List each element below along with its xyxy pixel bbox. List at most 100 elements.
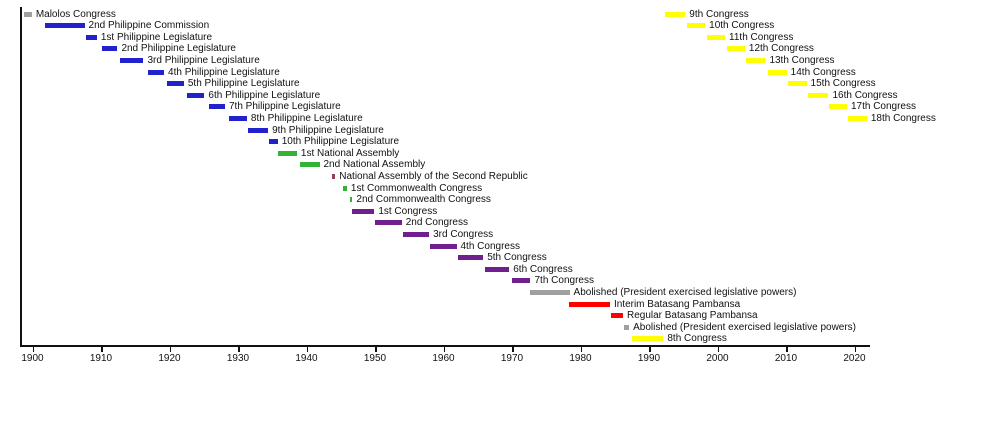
y-axis-line bbox=[20, 7, 22, 346]
timeline-bar-label: 10th Philippine Legislature bbox=[281, 136, 400, 148]
x-axis-tick bbox=[649, 347, 651, 352]
timeline-bar-label: 17th Congress bbox=[850, 101, 916, 113]
x-axis-tick bbox=[854, 347, 856, 352]
x-axis-tick bbox=[32, 347, 34, 352]
timeline-bar bbox=[331, 173, 336, 179]
timeline-bar bbox=[706, 34, 726, 40]
x-axis-tick bbox=[238, 347, 240, 352]
x-axis-line bbox=[20, 345, 870, 347]
timeline-bar-label: 1st National Assembly bbox=[300, 147, 400, 159]
timeline-bar bbox=[85, 34, 97, 40]
x-axis-tick bbox=[169, 347, 171, 352]
timeline-bar-label: 3rd Philippine Legislature bbox=[147, 54, 260, 66]
timeline-bar-label: 16th Congress bbox=[832, 89, 898, 101]
timeline-bar-label: 4th Philippine Legislature bbox=[168, 66, 280, 78]
x-axis-tick-label: 1990 bbox=[637, 353, 661, 364]
timeline-bar bbox=[623, 324, 630, 330]
timeline-bar-label: 1st Congress bbox=[378, 205, 438, 217]
timeline-bar-label: 2nd Congress bbox=[405, 217, 468, 229]
timeline-bar-label: 13th Congress bbox=[769, 54, 835, 66]
x-axis-tick-label: 1910 bbox=[89, 353, 113, 364]
timeline-bar bbox=[208, 104, 225, 110]
timeline-bar bbox=[248, 127, 269, 133]
x-axis-tick-label: 2020 bbox=[843, 353, 866, 364]
timeline-bar bbox=[351, 208, 375, 214]
x-axis-tick-label: 2000 bbox=[706, 353, 729, 364]
timeline-bar bbox=[746, 57, 766, 63]
timeline-bar-label: 2nd Philippine Legislature bbox=[121, 43, 236, 55]
timeline-bar-label: Malolos Congress bbox=[35, 8, 116, 20]
timeline-bar bbox=[611, 313, 623, 319]
x-axis-tick-label: 1930 bbox=[226, 353, 250, 364]
timeline-bar-label: 2nd Commonwealth Congress bbox=[356, 194, 491, 206]
timeline-bar bbox=[829, 104, 847, 110]
x-axis-tick-label: 1940 bbox=[295, 353, 318, 364]
x-axis-tick bbox=[786, 347, 788, 352]
timeline-bar-label: 6th Congress bbox=[513, 263, 573, 275]
x-axis-tick bbox=[512, 347, 514, 352]
timeline-bar-label: 2nd National Assembly bbox=[323, 159, 426, 171]
timeline-bar bbox=[229, 115, 247, 121]
timeline-bar bbox=[350, 197, 353, 203]
timeline-bar bbox=[631, 336, 664, 342]
x-axis-tick-label: 1920 bbox=[158, 353, 181, 364]
timeline-bar-label: 9th Philippine Legislature bbox=[272, 124, 384, 136]
timeline-bar bbox=[848, 115, 867, 121]
timeline-bar-label: 9th Congress bbox=[689, 8, 749, 20]
timeline-bar bbox=[568, 301, 610, 307]
timeline-bar-label: 5th Congress bbox=[487, 252, 547, 264]
timeline-bar bbox=[686, 23, 706, 29]
x-axis-tick-label: 1960 bbox=[432, 353, 455, 364]
x-axis-tick bbox=[101, 347, 103, 352]
x-axis-tick-label: 1980 bbox=[569, 353, 592, 364]
timeline-bar-label: 1st Philippine Legislature bbox=[100, 31, 213, 43]
timeline-bar bbox=[768, 69, 787, 75]
timeline-bar-label: 8th Congress bbox=[667, 333, 727, 345]
timeline-bar bbox=[147, 69, 165, 75]
timeline-bar-label: 12th Congress bbox=[748, 43, 814, 55]
timeline-bar bbox=[530, 289, 570, 295]
x-axis-tick bbox=[375, 347, 377, 352]
timeline-bar bbox=[23, 11, 32, 17]
timeline-bar bbox=[457, 255, 484, 261]
timeline-bar-label: 15th Congress bbox=[810, 78, 876, 90]
timeline-bar-label: 7th Philippine Legislature bbox=[228, 101, 341, 113]
timeline-bar-label: Regular Batasang Pambansa bbox=[626, 310, 758, 322]
timeline-bar bbox=[430, 243, 457, 249]
timeline-bar-label: 2nd Philippine Commission bbox=[88, 20, 210, 32]
timeline-bar-label: 1st Commonwealth Congress bbox=[350, 182, 483, 194]
timeline-bar bbox=[512, 278, 531, 284]
timeline-bar-label: 6th Philippine Legislature bbox=[208, 89, 321, 101]
timeline-bar bbox=[342, 185, 347, 191]
timeline-bar bbox=[44, 23, 85, 29]
x-axis-tick-label: 1900 bbox=[21, 353, 44, 364]
timeline-bar bbox=[485, 266, 510, 272]
timeline-bar bbox=[807, 92, 829, 98]
timeline-bar bbox=[300, 162, 320, 168]
timeline-bar-label: Abolished (President exercised legislati… bbox=[633, 321, 857, 333]
timeline-bar-label: 10th Congress bbox=[709, 20, 775, 32]
timeline-bar-label: 7th Congress bbox=[534, 275, 594, 287]
timeline-bar-label: 3rd Congress bbox=[433, 228, 494, 240]
timeline-bar-label: 11th Congress bbox=[729, 31, 794, 43]
x-axis-tick bbox=[717, 347, 719, 352]
timeline-bar bbox=[665, 11, 686, 17]
timeline-bar-label: 8th Philippine Legislature bbox=[250, 112, 363, 124]
timeline-bar bbox=[120, 57, 144, 63]
timeline-bar-label: 18th Congress bbox=[870, 112, 936, 124]
timeline-bar-label: Interim Batasang Pambansa bbox=[613, 298, 741, 310]
timeline-bar bbox=[166, 81, 184, 87]
x-axis-tick-label: 1970 bbox=[500, 353, 524, 364]
timeline-bar bbox=[102, 46, 118, 52]
timeline-bar-label: National Assembly of the Second Republic bbox=[339, 170, 528, 182]
timeline-bar bbox=[727, 46, 745, 52]
x-axis-tick bbox=[443, 347, 445, 352]
x-axis-tick-label: 1950 bbox=[363, 353, 387, 364]
timeline-bar bbox=[268, 139, 278, 145]
timeline-bar-label: 14th Congress bbox=[790, 66, 856, 78]
timeline-bar bbox=[186, 92, 205, 98]
timeline-bar-label: 4th Congress bbox=[460, 240, 520, 252]
timeline-bar bbox=[278, 150, 297, 156]
timeline-bar bbox=[403, 231, 430, 237]
